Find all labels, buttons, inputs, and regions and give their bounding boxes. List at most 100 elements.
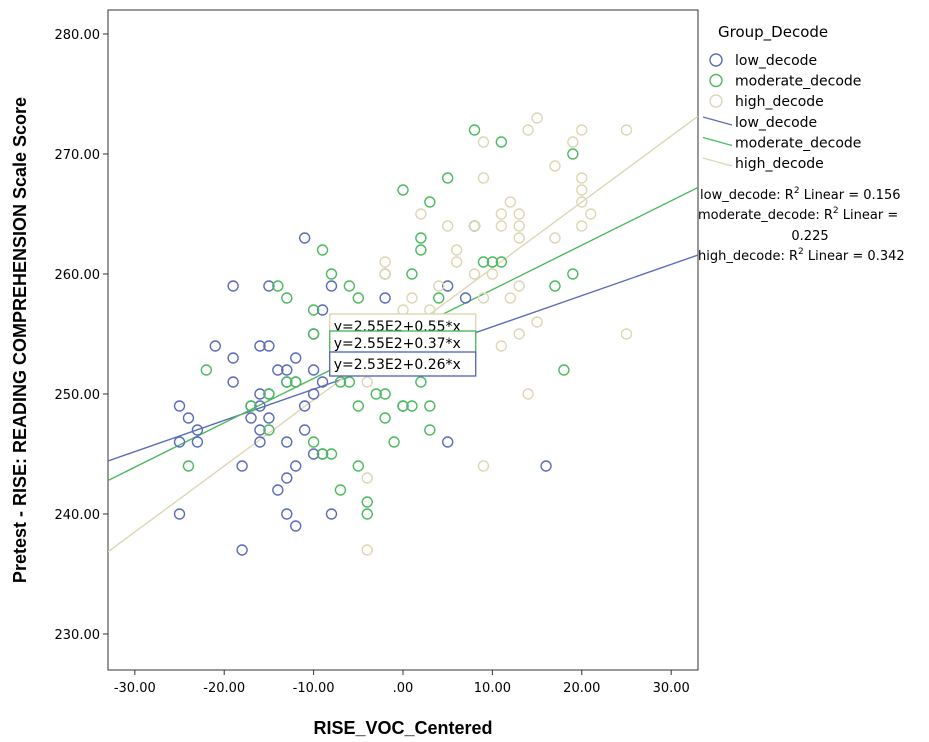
legend-line-label: low_decode bbox=[735, 115, 817, 131]
point-low_decode bbox=[236, 544, 248, 556]
r2-superscript: 2 bbox=[798, 247, 804, 257]
point-high_decode bbox=[567, 136, 579, 148]
legend: Group_Decodelow_decodemoderate_decodehig… bbox=[702, 23, 861, 172]
point-high_decode bbox=[513, 232, 525, 244]
point-moderate_decode bbox=[352, 460, 365, 472]
point-moderate_decode bbox=[495, 256, 508, 268]
point-high_decode bbox=[576, 124, 588, 136]
point-high_decode bbox=[620, 328, 633, 340]
fit-equation-moderate_decode: y=2.55E2+0.37*x bbox=[328, 330, 477, 356]
point-low_decode bbox=[254, 400, 266, 412]
point-low_decode bbox=[254, 436, 266, 448]
point-low_decode bbox=[281, 436, 293, 448]
point-moderate_decode bbox=[433, 292, 445, 304]
r2-prefix: high_decode: R bbox=[698, 249, 798, 264]
r2-annotation: high_decode: R2 Linear = 0.342 bbox=[698, 247, 905, 264]
legend-line-icon bbox=[702, 136, 733, 147]
y-axis-title: Pretest - RISE: READING COMPREHENSION Sc… bbox=[10, 97, 30, 583]
point-moderate_decode bbox=[388, 436, 400, 448]
point-moderate_decode bbox=[316, 244, 329, 256]
point-high_decode bbox=[477, 292, 490, 304]
point-low_decode bbox=[173, 508, 186, 520]
point-high_decode bbox=[450, 244, 463, 256]
point-moderate_decode bbox=[424, 424, 436, 436]
point-low_decode bbox=[459, 292, 472, 304]
point-low_decode bbox=[173, 400, 186, 412]
point-high_decode bbox=[379, 268, 391, 280]
point-low_decode bbox=[236, 460, 248, 472]
point-low_decode bbox=[263, 340, 275, 352]
r2-suffix: Linear = bbox=[839, 208, 899, 223]
point-moderate_decode bbox=[325, 448, 338, 460]
point-moderate_decode bbox=[281, 292, 293, 304]
point-low_decode bbox=[290, 520, 302, 532]
point-low_decode bbox=[281, 364, 293, 376]
point-moderate_decode bbox=[343, 376, 356, 388]
point-moderate_decode bbox=[397, 400, 409, 412]
point-moderate_decode bbox=[379, 388, 391, 400]
x-axis-title: RISE_VOC_Centered bbox=[313, 718, 492, 738]
point-moderate_decode bbox=[334, 484, 347, 496]
point-high_decode bbox=[406, 292, 418, 304]
point-moderate_decode bbox=[424, 400, 436, 412]
fit-equation-box bbox=[328, 330, 477, 356]
r2-superscript: 2 bbox=[794, 186, 800, 196]
point-high_decode bbox=[513, 328, 525, 340]
point-moderate_decode bbox=[361, 508, 373, 520]
point-low_decode bbox=[254, 424, 266, 436]
y-axis-ticks: 230.00 240.00 250.00 260.00 270.00 280.00 bbox=[55, 28, 108, 643]
point-high_decode bbox=[576, 172, 588, 184]
point-low_decode bbox=[191, 436, 204, 448]
point-low_decode bbox=[263, 280, 275, 292]
point-high_decode bbox=[468, 268, 481, 280]
point-low_decode bbox=[272, 484, 284, 496]
point-high_decode bbox=[495, 220, 508, 232]
point-low_decode bbox=[540, 460, 552, 472]
x-tick-label: -30.00 bbox=[114, 681, 156, 696]
point-high_decode bbox=[585, 208, 597, 220]
legend-marker-label: low_decode bbox=[735, 53, 817, 69]
point-high_decode bbox=[433, 280, 445, 292]
point-high_decode bbox=[549, 232, 561, 244]
point-moderate_decode bbox=[379, 412, 391, 424]
point-high_decode bbox=[379, 256, 391, 268]
point-moderate_decode bbox=[307, 436, 320, 448]
point-moderate_decode bbox=[352, 292, 365, 304]
point-high_decode bbox=[361, 376, 373, 388]
fit-equation-low_decode: y=2.53E2+0.26*x bbox=[328, 351, 477, 377]
point-low_decode bbox=[281, 472, 293, 484]
r2-annotation: moderate_decode: R2 Linear = bbox=[698, 206, 898, 223]
point-low_decode bbox=[316, 376, 329, 388]
point-moderate_decode bbox=[343, 280, 356, 292]
point-high_decode bbox=[477, 460, 490, 472]
point-high_decode bbox=[495, 340, 508, 352]
point-low_decode bbox=[227, 280, 239, 292]
x-tick-label: -10.00 bbox=[293, 681, 335, 696]
legend-marker-low_decode: low_decode bbox=[709, 53, 817, 69]
point-high_decode bbox=[576, 196, 588, 208]
point-low_decode bbox=[379, 292, 391, 304]
point-moderate_decode bbox=[397, 184, 409, 196]
point-moderate_decode bbox=[325, 268, 338, 280]
point-moderate_decode bbox=[567, 148, 579, 160]
point-low_decode bbox=[227, 376, 239, 388]
point-low_decode bbox=[254, 388, 266, 400]
point-low_decode bbox=[227, 352, 239, 364]
x-tick-label: -20.00 bbox=[203, 681, 245, 696]
point-moderate_decode bbox=[424, 196, 436, 208]
point-high_decode bbox=[477, 136, 490, 148]
y-tick-label: 240.00 bbox=[55, 508, 101, 523]
legend-line-high_decode: high_decode bbox=[702, 156, 824, 172]
point-high_decode bbox=[513, 208, 525, 220]
point-low_decode bbox=[290, 352, 302, 364]
point-high_decode bbox=[513, 280, 525, 292]
point-low_decode bbox=[325, 280, 338, 292]
point-moderate_decode bbox=[334, 376, 347, 388]
point-high_decode bbox=[522, 388, 534, 400]
y-tick-label: 280.00 bbox=[55, 28, 101, 43]
point-high_decode bbox=[468, 220, 481, 232]
legend-marker-icon bbox=[709, 94, 723, 108]
point-moderate_decode bbox=[406, 400, 418, 412]
point-moderate_decode bbox=[415, 232, 427, 244]
legend-line-icon bbox=[702, 116, 733, 126]
